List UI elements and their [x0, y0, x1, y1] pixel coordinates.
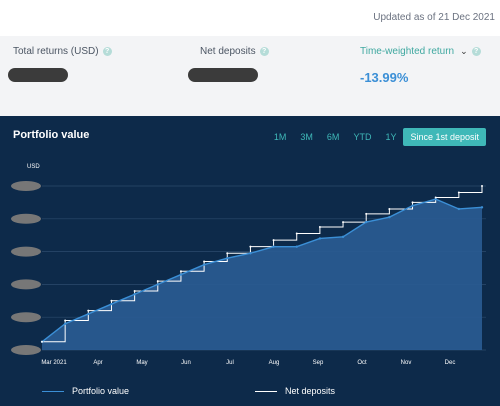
portfolio-point	[411, 204, 414, 207]
deposit-point	[434, 196, 437, 199]
portfolio-point	[249, 252, 252, 255]
twr-label[interactable]: Time-weighted return	[360, 46, 455, 57]
y-tick-label-redacted	[11, 312, 41, 323]
x-tick-label: Jul	[226, 360, 234, 366]
deposit-point	[481, 185, 483, 187]
net-deposits-item: Net deposits ?	[200, 46, 269, 57]
portfolio-point	[457, 207, 461, 211]
x-tick-label: Apr	[93, 360, 102, 366]
portfolio-point	[63, 322, 67, 325]
deposit-point	[41, 340, 43, 343]
deposit-point	[318, 226, 321, 228]
range-1m[interactable]: 1M	[273, 132, 287, 142]
deposit-point	[87, 309, 90, 312]
deposit-point	[179, 270, 182, 273]
deposit-point	[249, 245, 252, 248]
y-axis-unit: USD	[27, 164, 40, 170]
x-tick-label: Dec	[445, 360, 456, 366]
net-deposits-value-redacted	[188, 68, 258, 82]
portfolio-point	[110, 302, 113, 306]
deposit-point	[156, 280, 159, 283]
portfolio-point	[133, 293, 136, 296]
portfolio-point	[272, 245, 275, 248]
total-returns-item: Total returns (USD) ?	[13, 46, 112, 57]
range-since-first-deposit[interactable]: Since 1st deposit	[403, 128, 486, 146]
top-bar: Updated as of 21 Dec 2021	[0, 0, 500, 36]
x-tick-label: Mar 2021	[41, 360, 67, 366]
updated-timestamp: Updated as of 21 Dec 2021	[373, 12, 495, 23]
deposit-point	[203, 260, 206, 263]
deposit-point	[388, 207, 391, 210]
y-tick-label-redacted	[11, 279, 41, 290]
x-tick-label: Aug	[269, 360, 280, 366]
y-tick-label-redacted	[11, 181, 41, 191]
chevron-down-icon[interactable]: ⌄	[460, 46, 468, 56]
portfolio-point	[480, 206, 484, 209]
portfolio-area	[42, 199, 482, 350]
range-3m[interactable]: 3M	[300, 132, 313, 142]
deposit-point	[365, 212, 368, 215]
y-tick-label-redacted	[11, 345, 41, 355]
portfolio-point	[202, 263, 206, 266]
help-icon[interactable]: ?	[102, 47, 112, 56]
range-1y[interactable]: 1Y	[385, 132, 397, 142]
deposit-point	[457, 191, 460, 194]
deposit-point	[295, 232, 298, 235]
x-tick-label: Oct	[357, 360, 367, 366]
total-returns-label: Total returns (USD)	[13, 46, 99, 57]
deposit-point	[64, 319, 67, 322]
range-6m[interactable]: 6M	[326, 132, 340, 142]
portfolio-line	[41, 198, 483, 343]
net-deposits-label: Net deposits	[200, 46, 256, 57]
legend-deposits-label: Net deposits	[285, 386, 336, 396]
portfolio-point	[434, 197, 437, 201]
portfolio-point	[388, 215, 391, 219]
portfolio-point	[156, 283, 159, 286]
deposit-point	[133, 289, 136, 292]
portfolio-point	[365, 220, 368, 224]
deposit-point	[342, 221, 345, 224]
legend-deposits: Net deposits	[255, 386, 335, 396]
range-selector: 1M 3M 6M YTD 1Y Since 1st deposit	[267, 128, 486, 146]
x-tick-label: Sep	[313, 360, 324, 366]
portfolio-point	[87, 312, 90, 316]
deposit-point	[110, 299, 113, 302]
panel-title: Portfolio value	[13, 129, 90, 141]
y-tick-label-redacted	[11, 246, 41, 257]
summary-bar: Total returns (USD) ? Net deposits ? Tim…	[0, 36, 500, 100]
y-tick-label-redacted	[11, 213, 41, 224]
portfolio-point	[341, 235, 345, 239]
help-icon[interactable]: ?	[471, 47, 481, 56]
total-returns-value-redacted	[8, 68, 68, 82]
help-icon[interactable]: ?	[259, 47, 269, 56]
portfolio-line-swatch	[42, 390, 64, 392]
twr-value: -13.99%	[360, 70, 409, 85]
portfolio-point	[226, 256, 229, 260]
legend-portfolio-label: Portfolio value	[72, 386, 130, 396]
deposit-point	[226, 252, 229, 255]
x-tick-label: Jun	[181, 360, 191, 366]
portfolio-point	[179, 273, 183, 276]
legend-portfolio: Portfolio value	[42, 386, 129, 396]
portfolio-point	[318, 237, 322, 240]
x-tick-label: May	[136, 360, 147, 366]
portfolio-point	[295, 245, 298, 248]
x-tick-label: Nov	[401, 360, 412, 366]
deposit-point	[411, 201, 414, 204]
twr-item[interactable]: Time-weighted return ⌄ ?	[360, 46, 481, 57]
range-ytd[interactable]: YTD	[353, 132, 372, 142]
deposit-point	[272, 239, 275, 242]
deposit-line-swatch	[255, 390, 277, 392]
